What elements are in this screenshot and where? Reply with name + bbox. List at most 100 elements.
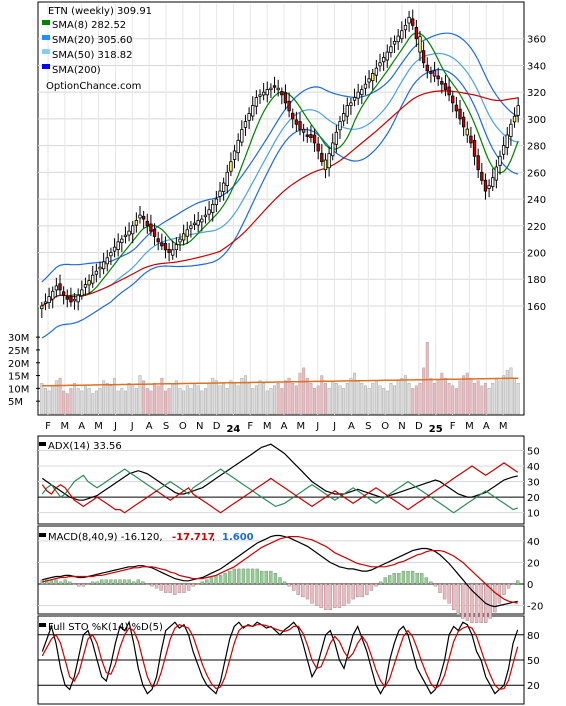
volume-bar [429, 377, 433, 415]
indicator-tick-label: 20 [527, 558, 540, 569]
volume-tick-label: 25M [8, 346, 29, 357]
candle-body [367, 78, 371, 83]
candle-body [196, 220, 200, 226]
legend-swatch-sma200 [42, 64, 50, 69]
month-tick-label: J [113, 421, 117, 432]
volume-bar [407, 383, 411, 415]
macd-histogram-bar [58, 581, 63, 585]
volume-bar [131, 385, 135, 415]
candle-body [389, 46, 393, 53]
macd-histogram-bar [328, 583, 332, 610]
candle-body [127, 230, 131, 236]
macd-histogram-bar [356, 583, 360, 598]
macd-histogram-bar [319, 583, 323, 608]
macd-histogram-bar [113, 579, 118, 585]
month-tick-label: N [196, 421, 203, 432]
volume-bar [443, 377, 447, 415]
candle-body [207, 209, 211, 215]
month-tick-label: A [348, 421, 355, 432]
adx-minus-di-line [41, 462, 519, 514]
volume-bar [211, 377, 215, 415]
macd-histogram-bar [346, 583, 351, 604]
macd-histogram-bar [516, 580, 520, 585]
candle-body [152, 228, 157, 237]
month-tick-label: S [163, 421, 169, 432]
indicator-tick-label: 10 [527, 509, 540, 520]
volume-bar [447, 383, 451, 415]
indicator-tick-label: 50 [527, 656, 540, 667]
indicator-tick-label: 20 [527, 681, 540, 692]
candle-body [156, 238, 160, 243]
month-tick-label: M [94, 421, 103, 432]
candle-body [298, 121, 302, 130]
macd-histogram-bar [250, 568, 255, 585]
macd-signal-label: -17.717 [172, 532, 215, 543]
macd-histogram-bar [200, 581, 204, 585]
candle-body [469, 135, 473, 144]
volume-bar [338, 385, 342, 415]
macd-histogram-bar [95, 581, 99, 585]
price-tick-label: 320 [527, 88, 546, 99]
candle-body [120, 238, 124, 244]
candle-body [480, 171, 484, 181]
candle-body [316, 143, 320, 152]
volume-bar [291, 383, 295, 415]
macd-histogram-bar [406, 570, 410, 585]
candle-body [483, 179, 488, 192]
macd-histogram-bar [255, 568, 259, 585]
bollinger-upper-line [41, 32, 519, 283]
candle-body [149, 223, 153, 232]
month-tick-label: F [45, 421, 51, 432]
macd-histogram-bar [337, 583, 342, 608]
candle-body [192, 222, 197, 226]
volume-bar [396, 380, 400, 415]
volume-bar [363, 385, 367, 415]
macd-histogram-bar [150, 583, 154, 587]
macd-histogram-bar [383, 577, 387, 585]
candle-body [69, 296, 73, 303]
volume-bar [345, 383, 349, 415]
macd-histogram-bar [456, 583, 460, 615]
candle-body [385, 51, 389, 61]
candle-body [109, 252, 113, 257]
candle-body [203, 214, 208, 218]
candle-body [229, 161, 233, 172]
month-tick-label: J [130, 421, 134, 432]
candle-body [112, 246, 117, 252]
adx-plus-di-line [41, 468, 518, 514]
macd-histogram-bar [342, 583, 346, 606]
indicator-tick-label: 50 [527, 446, 540, 457]
candle-body [432, 70, 437, 77]
volume-bar [102, 380, 106, 415]
candle-body [80, 289, 84, 297]
macd-line [42, 534, 518, 608]
price-tick-label: 200 [527, 249, 546, 260]
candle-body [221, 182, 226, 192]
candle-body [61, 291, 66, 296]
volume-bar [47, 390, 51, 415]
legend-swatch-sma20 [42, 35, 50, 40]
volume-bar [356, 380, 360, 415]
candle-body [407, 16, 411, 24]
volume-bar [400, 377, 404, 415]
candle-body [232, 150, 237, 160]
candle-body [218, 190, 222, 197]
volume-bar [476, 380, 480, 415]
month-tick-label: F [450, 421, 456, 432]
bollinger-lower-line [41, 68, 519, 339]
candle-body [305, 134, 309, 137]
month-tick-label: M [61, 421, 70, 432]
volume-bar [425, 342, 429, 415]
candle-body [341, 113, 346, 122]
candle-body [43, 301, 48, 304]
volume-average-line [41, 377, 519, 387]
macd-histogram-bar [218, 575, 223, 585]
volume-bar [189, 388, 193, 415]
macd-histogram-bar [118, 579, 122, 585]
candle-body [91, 274, 95, 284]
sto-d-line [41, 624, 519, 691]
volume-bar [462, 375, 466, 415]
indicator-tick-label: 30 [527, 478, 540, 489]
candle-body [211, 204, 215, 213]
volume-bar [334, 383, 338, 415]
